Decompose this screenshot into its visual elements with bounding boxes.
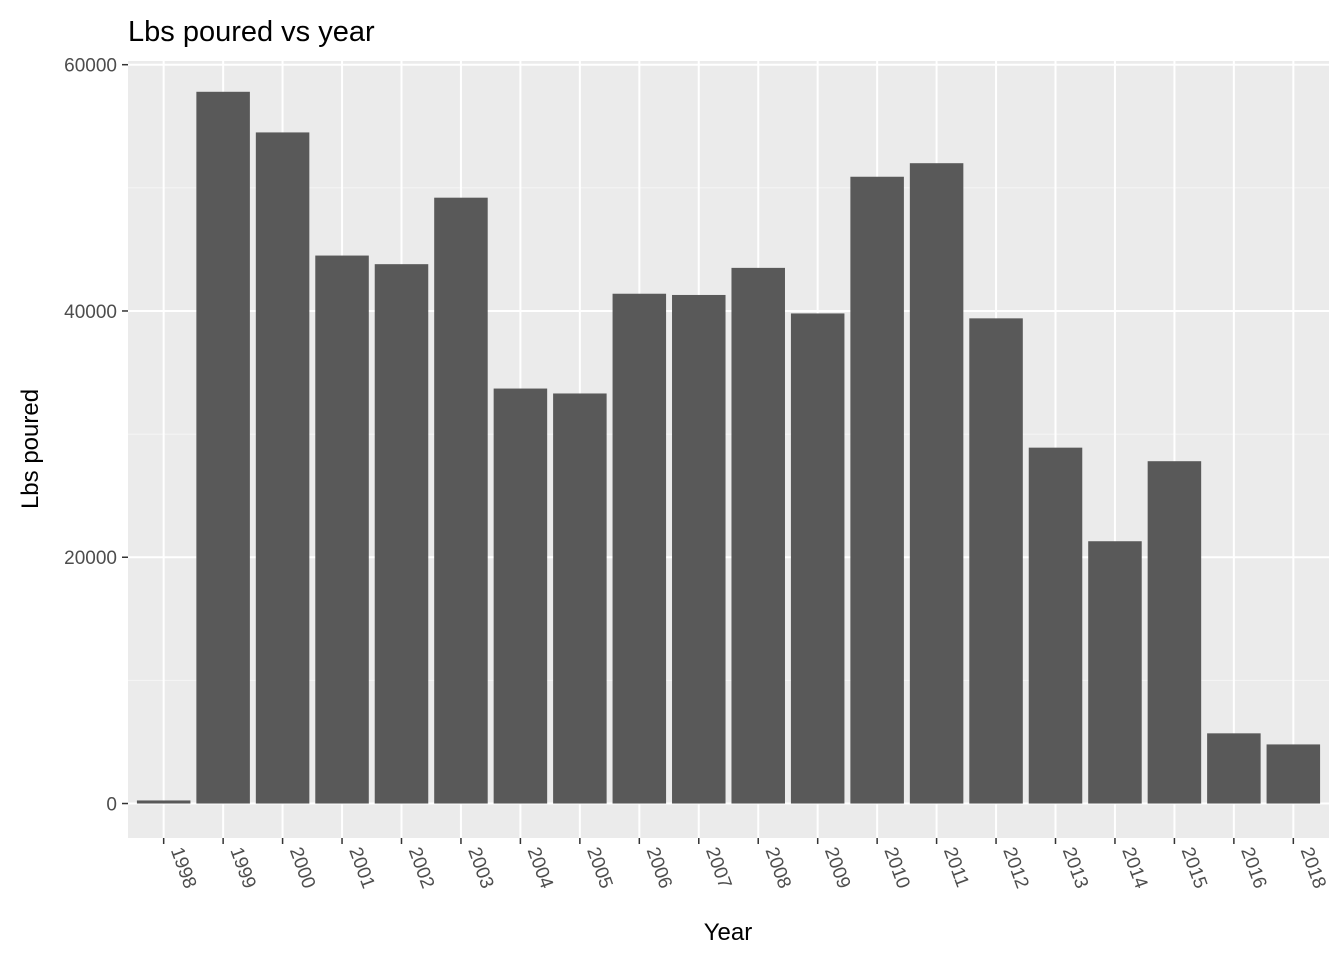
- bar-2002: [374, 264, 429, 804]
- x-tick-label: 2013: [1058, 845, 1092, 892]
- x-tick-label: 2000: [285, 845, 319, 892]
- bar-2015: [1147, 461, 1202, 804]
- x-tick-label: 2016: [1236, 845, 1270, 892]
- bar-2012: [969, 318, 1023, 804]
- x-tick-label: 2018: [1296, 845, 1330, 892]
- x-tick-label: 2004: [523, 845, 557, 892]
- x-tick-label: 2006: [642, 845, 676, 892]
- bar-2009: [790, 313, 845, 804]
- bar-2006: [612, 293, 667, 804]
- bar-2001: [315, 255, 369, 804]
- y-tick-label: 40000: [64, 302, 117, 323]
- x-tick-label: 2002: [404, 845, 438, 892]
- x-tick-label: 2015: [1177, 845, 1211, 892]
- bar-2005: [553, 393, 607, 804]
- bar-2008: [731, 267, 785, 804]
- x-tick-label: 2012: [998, 845, 1032, 892]
- y-tick-label: 20000: [64, 548, 117, 569]
- bar-2018: [1266, 744, 1321, 804]
- bar-2000: [255, 132, 310, 804]
- bar-2003: [434, 197, 488, 804]
- y-tick-label: 0: [106, 795, 117, 816]
- chart-title: Lbs poured vs year: [128, 16, 375, 48]
- x-tick-label: 2009: [820, 845, 854, 892]
- bar-2013: [1028, 447, 1083, 804]
- x-tick-label: 2008: [761, 845, 795, 892]
- x-tick-label: 2007: [701, 845, 735, 892]
- x-tick-label: 1998: [166, 845, 200, 892]
- bar-2007: [672, 294, 726, 804]
- bar-2010: [850, 176, 904, 804]
- x-tick-label: 2010: [879, 845, 913, 892]
- bar-1999: [196, 91, 250, 804]
- bar-2014: [1088, 541, 1142, 804]
- bars: [136, 91, 1321, 804]
- x-tick-label: 2014: [1117, 845, 1151, 892]
- x-tick-label: 2005: [582, 845, 616, 892]
- x-tick-label: 1999: [225, 845, 259, 892]
- bar-2011: [909, 163, 964, 804]
- x-tick-label: 2003: [463, 845, 497, 892]
- x-axis-title: Year: [704, 919, 753, 946]
- y-axis-title: Lbs poured: [17, 389, 44, 509]
- bar-2016: [1207, 733, 1261, 804]
- y-axis: 0 20000 40000 60000: [64, 56, 128, 816]
- x-axis: 1998 1999 2000 2001 2002 2003 2004 2005 2006 2007…: [162, 838, 1330, 892]
- x-tick-label: 2001: [344, 845, 378, 892]
- bar-2004: [493, 388, 548, 804]
- x-tick-label: 2011: [939, 845, 973, 891]
- y-tick-label: 60000: [64, 56, 117, 77]
- bar-1998: [136, 800, 191, 804]
